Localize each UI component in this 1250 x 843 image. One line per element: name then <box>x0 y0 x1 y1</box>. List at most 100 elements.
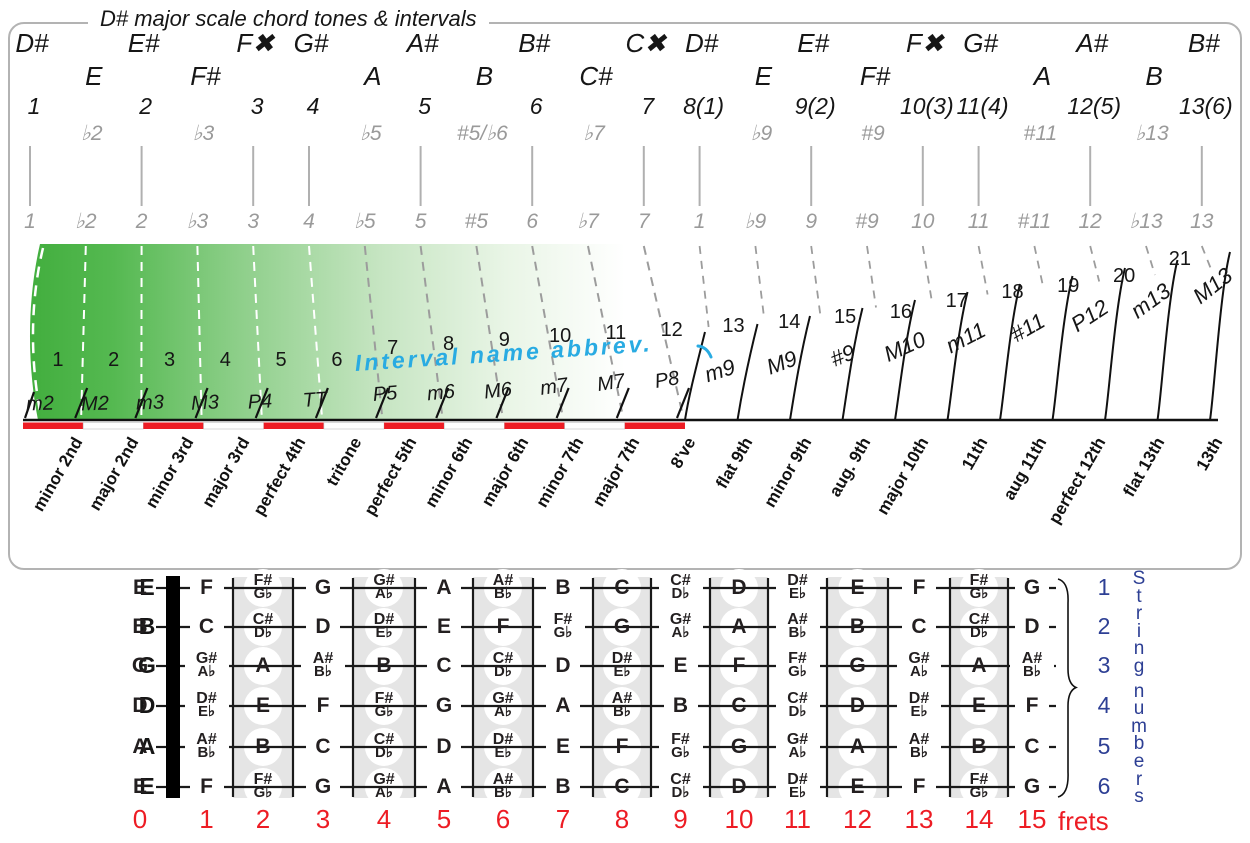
chromatic-degree: #5 <box>464 209 489 233</box>
interval-divider-curve <box>946 291 969 421</box>
fret-note: B <box>546 775 580 799</box>
semitone-number: 7 <box>387 336 399 359</box>
interval-abbrev: TT <box>302 387 328 412</box>
fret-note: G# A♭ <box>775 731 820 760</box>
altered-degree: ♭7 <box>583 121 605 145</box>
semitone-divider-dashed <box>1145 245 1156 276</box>
fret-note: G <box>306 775 340 799</box>
abbrev-divider-slash <box>555 387 570 419</box>
fret-note: G# A♭ <box>658 611 703 640</box>
note-name: G# <box>669 611 692 628</box>
scale-degree: 4 <box>306 92 320 119</box>
chromatic-degree: 1 <box>24 209 36 233</box>
open-string-label: E <box>139 772 155 799</box>
note-name: B♭ <box>788 624 807 641</box>
interval-divider-curve <box>1104 267 1126 421</box>
note-name: G♭ <box>374 703 394 720</box>
fret-note: E <box>255 694 270 717</box>
natural-note: A <box>364 60 382 91</box>
fret-note: D# E♭ <box>184 690 229 719</box>
note-name: A# <box>492 572 514 589</box>
fret-number: 3 <box>315 803 331 834</box>
semitone-divider-dashed <box>475 245 504 417</box>
chromatic-degree: 1 <box>693 209 706 233</box>
altered-degree: ♭13 <box>1135 121 1169 145</box>
string-numbers-label-char: r <box>1135 768 1143 790</box>
strip-red-segment <box>504 422 565 429</box>
fret-note: A# B♭ <box>775 612 820 641</box>
string-numbers-label-char: m <box>1131 715 1147 737</box>
strip-white-segment <box>203 422 265 430</box>
note-name: C# <box>670 572 691 589</box>
semitone-divider-dashed <box>587 245 624 417</box>
note-name: G# <box>786 731 809 748</box>
altered-degree: #11 <box>1023 121 1058 145</box>
scale-degree: 11(4) <box>956 92 1009 119</box>
fret-note: B <box>849 615 866 638</box>
string-numbers-label-char: n <box>1133 680 1145 702</box>
semitone-number: 20 <box>1112 264 1136 287</box>
sharp-note: B# <box>1187 27 1220 58</box>
semitone-number: 21 <box>1168 247 1192 270</box>
semitone-number: 4 <box>219 348 231 371</box>
string-numbers-label-char: s <box>1134 786 1144 808</box>
fret-number: 7 <box>555 803 571 834</box>
chromatic-degree: ♭13 <box>1129 209 1163 233</box>
scale-degree: 13(6) <box>1178 92 1233 119</box>
fret-note: E <box>427 615 461 639</box>
fret-note: F# G♭ <box>775 651 820 679</box>
open-string-label: B <box>138 612 156 639</box>
string-number: 2 <box>1097 612 1111 639</box>
chromatic-degree: #9 <box>855 209 879 233</box>
abbrev-divider-slash <box>23 391 36 419</box>
altered-degree: ♭9 <box>750 121 773 145</box>
interval-divider-curve <box>1209 251 1231 421</box>
note-name: F# <box>253 771 273 788</box>
open-string-label: A <box>138 732 156 759</box>
fret-note: B <box>663 694 698 718</box>
string-numbers-label-char: g <box>1133 655 1145 677</box>
note-name: F# <box>374 690 394 707</box>
note-name: B♭ <box>613 703 631 720</box>
fret-note: A# B♭ <box>600 691 644 720</box>
semitone-number: 6 <box>331 348 343 371</box>
string-number: 4 <box>1097 691 1111 718</box>
fret-note: G <box>849 654 866 677</box>
note-name: A♭ <box>197 663 216 680</box>
sharp-note: D# <box>15 27 49 58</box>
fret-note: G# A♭ <box>481 691 525 720</box>
semitone-divider-dashed <box>754 245 766 321</box>
abbrev-divider-slash <box>495 387 510 419</box>
sharp-note: A# <box>406 27 439 58</box>
note-name: G# <box>908 650 930 667</box>
chromatic-degree: 9 <box>805 209 818 233</box>
note-name: D# <box>196 690 217 707</box>
altered-degree: ♭2 <box>81 121 103 145</box>
fret-note: C# D♭ <box>775 691 820 719</box>
string-number: 1 <box>1097 573 1111 600</box>
altered-degree: ♭3 <box>192 121 215 145</box>
note-name: B♭ <box>910 744 928 761</box>
fret-note: D <box>731 576 747 599</box>
note-name: A# <box>312 650 334 667</box>
fret-note: G# A♭ <box>362 772 406 801</box>
interval-divider-curve <box>999 283 1021 421</box>
fret-note: F# G♭ <box>541 612 585 641</box>
interval-divider-curve <box>894 299 916 421</box>
fret-note: A <box>971 654 987 677</box>
semitone-divider-dashed <box>308 245 323 417</box>
fret-note: D <box>306 615 340 639</box>
note-name: G♭ <box>553 624 573 641</box>
note-name: A# <box>908 731 930 748</box>
string-numbers-label-char: n <box>1133 638 1145 660</box>
fret-note: F <box>306 694 340 718</box>
fret-note: F# G♭ <box>362 690 406 720</box>
semitone-divider-dashed <box>196 245 203 417</box>
chromatic-degree: ♭3 <box>186 209 209 233</box>
abbrev-divider-slash <box>375 387 390 419</box>
sharp-note: F✖ <box>236 27 275 58</box>
note-name: A♭ <box>375 585 393 602</box>
fret-number: 6 <box>495 803 511 834</box>
fret-note: F# G♭ <box>658 732 703 760</box>
